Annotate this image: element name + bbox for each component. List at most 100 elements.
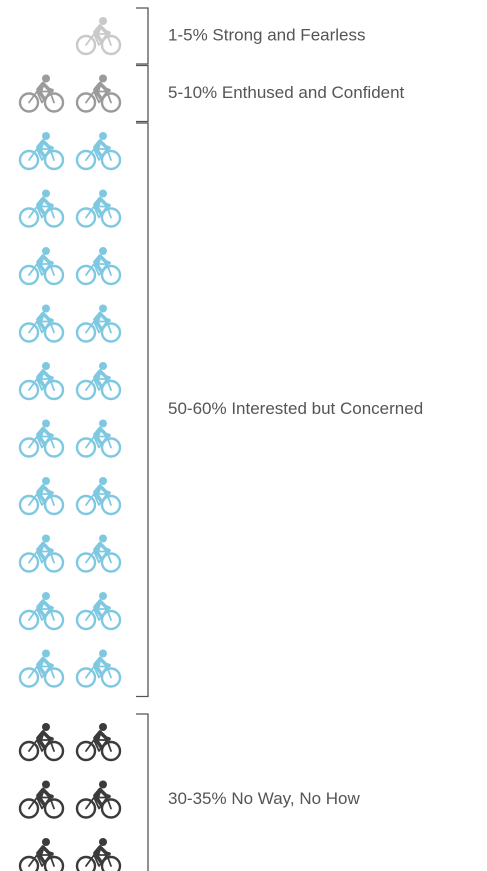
rider-body bbox=[36, 484, 54, 503]
wheel bbox=[75, 494, 97, 516]
rider-head bbox=[99, 477, 107, 485]
bike-icon bbox=[18, 189, 65, 228]
bike-icon bbox=[75, 132, 122, 171]
bike-icon bbox=[18, 649, 65, 688]
wheel bbox=[100, 92, 122, 113]
rider-head bbox=[42, 780, 50, 789]
wheel bbox=[18, 552, 40, 573]
bike-icon bbox=[75, 189, 122, 228]
wheel bbox=[18, 379, 40, 401]
rider-head bbox=[42, 838, 50, 846]
wheel bbox=[100, 264, 122, 286]
wheel bbox=[18, 494, 40, 516]
wheel bbox=[18, 92, 40, 113]
wheel bbox=[43, 667, 65, 688]
rider-body bbox=[93, 139, 111, 158]
wheel bbox=[75, 798, 97, 819]
wheel bbox=[18, 437, 40, 458]
rider-body bbox=[93, 730, 111, 749]
bike-icon bbox=[18, 780, 65, 819]
wheel bbox=[43, 609, 65, 631]
rider-body bbox=[93, 24, 111, 43]
bike-icon bbox=[75, 723, 122, 762]
rider-head bbox=[99, 189, 107, 198]
rider-body bbox=[36, 139, 54, 158]
bike-icon bbox=[18, 477, 65, 516]
wheel bbox=[18, 798, 40, 819]
rider-head bbox=[99, 534, 107, 543]
wheel bbox=[43, 149, 65, 171]
bike-icon bbox=[18, 362, 65, 401]
bike-icon bbox=[75, 17, 122, 56]
rider-body bbox=[93, 81, 111, 101]
wheel bbox=[100, 322, 122, 343]
bike-icon bbox=[75, 477, 122, 516]
bike-icon bbox=[75, 838, 122, 871]
wheel bbox=[100, 609, 122, 631]
bike-icon bbox=[18, 247, 65, 286]
group-label: 5-10% Enthused and Confident bbox=[168, 83, 405, 102]
wheel bbox=[75, 855, 97, 871]
bike-icon bbox=[18, 304, 65, 343]
wheel bbox=[75, 149, 97, 171]
rider-body bbox=[93, 196, 111, 216]
wheel bbox=[18, 667, 40, 688]
rider-head bbox=[42, 74, 50, 83]
wheel bbox=[18, 322, 40, 343]
wheel bbox=[75, 207, 97, 228]
bike-icon bbox=[75, 780, 122, 819]
wheel bbox=[75, 552, 97, 573]
wheel bbox=[43, 437, 65, 458]
rider-head bbox=[99, 17, 107, 25]
bike-icon bbox=[75, 304, 122, 343]
rider-body bbox=[36, 656, 54, 676]
bracket bbox=[136, 122, 149, 698]
rider-body bbox=[36, 541, 54, 561]
bike-icon bbox=[18, 132, 65, 171]
bike-icon bbox=[18, 534, 65, 573]
rider-body bbox=[93, 426, 111, 446]
bike-icon bbox=[18, 74, 65, 113]
rider-head bbox=[42, 304, 50, 313]
rider-body bbox=[36, 730, 54, 749]
wheel bbox=[100, 798, 122, 819]
wheel bbox=[75, 264, 97, 286]
wheel bbox=[43, 740, 65, 762]
wheel bbox=[100, 379, 122, 401]
rider-head bbox=[42, 477, 50, 485]
rider-body bbox=[36, 787, 54, 807]
rider-body bbox=[93, 787, 111, 807]
rider-body bbox=[36, 369, 54, 388]
wheel bbox=[43, 207, 65, 228]
bike-icon bbox=[75, 74, 122, 113]
wheel bbox=[43, 322, 65, 343]
bike-icon bbox=[75, 419, 122, 458]
rider-head bbox=[42, 362, 50, 370]
bike-icon bbox=[75, 592, 122, 631]
wheel bbox=[43, 264, 65, 286]
rider-body bbox=[36, 81, 54, 101]
rider-body bbox=[36, 311, 54, 331]
wheel bbox=[100, 34, 122, 56]
wheel bbox=[43, 92, 65, 113]
wheel bbox=[43, 855, 65, 871]
rider-body bbox=[36, 254, 54, 273]
wheel bbox=[75, 609, 97, 631]
wheel bbox=[100, 494, 122, 516]
wheel bbox=[43, 798, 65, 819]
rider-head bbox=[42, 592, 50, 600]
wheel bbox=[75, 92, 97, 113]
wheel bbox=[43, 552, 65, 573]
rider-head bbox=[99, 592, 107, 600]
rider-body bbox=[93, 845, 111, 864]
rider-body bbox=[36, 196, 54, 216]
wheel bbox=[75, 740, 97, 762]
wheel bbox=[75, 437, 97, 458]
wheel bbox=[100, 149, 122, 171]
rider-body bbox=[36, 599, 54, 618]
wheel bbox=[18, 740, 40, 762]
wheel bbox=[100, 855, 122, 871]
wheel bbox=[75, 322, 97, 343]
